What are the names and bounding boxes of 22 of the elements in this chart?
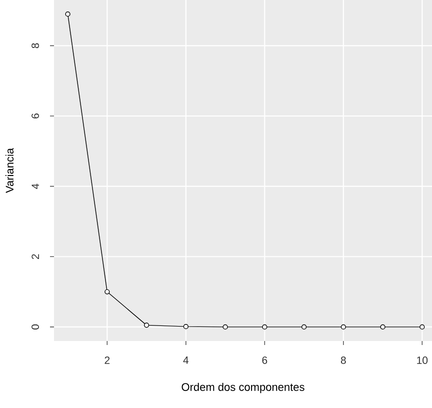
x-tick-label: 4 xyxy=(183,356,189,364)
y-axis-title: Variancia xyxy=(5,148,14,193)
point xyxy=(420,324,425,330)
point xyxy=(222,324,228,330)
x-tick-label: 6 xyxy=(262,356,268,364)
y-tick-label: 2 xyxy=(32,254,39,260)
point xyxy=(301,324,307,330)
x-tick-label: 2 xyxy=(104,356,110,364)
y-tick-label: 0 xyxy=(32,324,39,330)
point xyxy=(104,289,110,294)
point xyxy=(380,324,386,330)
point xyxy=(340,324,346,330)
point xyxy=(65,12,70,17)
x-axis-title: Ordem dos componentes xyxy=(182,382,304,394)
x-tick-label: 10 xyxy=(417,356,428,364)
point xyxy=(262,324,268,330)
point xyxy=(183,324,188,330)
x-tick-label: 8 xyxy=(340,356,346,364)
point xyxy=(144,322,150,328)
y-tick-label: 4 xyxy=(32,184,39,190)
y-tick-label: 6 xyxy=(32,114,39,118)
y-tick-label: 8 xyxy=(32,43,39,48)
